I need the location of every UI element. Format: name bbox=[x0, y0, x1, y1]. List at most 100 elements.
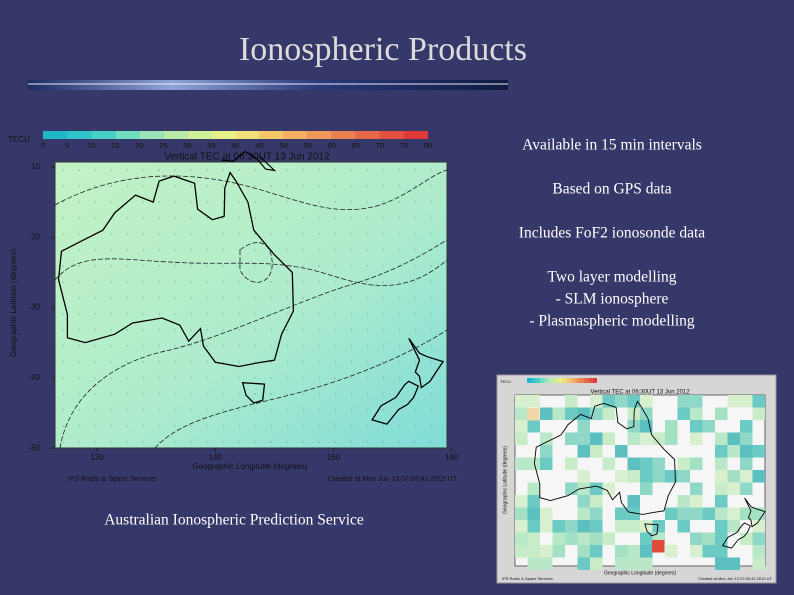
grid-dot bbox=[270, 361, 272, 363]
tec-cell-high bbox=[652, 540, 665, 553]
grid-dot bbox=[366, 169, 368, 171]
grid-dot bbox=[62, 345, 64, 347]
grid-dot bbox=[430, 361, 432, 363]
grid-dot bbox=[206, 441, 208, 443]
tec-cell bbox=[690, 482, 703, 495]
tec-cell bbox=[590, 495, 603, 508]
grid-dot bbox=[286, 185, 288, 187]
grid-dot bbox=[142, 233, 144, 235]
tec-cell bbox=[602, 432, 615, 445]
credit-left: IPS Radio & Space Services bbox=[68, 476, 157, 483]
grid-dot bbox=[350, 329, 352, 331]
tec-cell bbox=[602, 407, 615, 420]
grid-dot bbox=[414, 441, 416, 443]
grid-dot bbox=[366, 281, 368, 283]
grid-dot bbox=[222, 217, 224, 219]
grid-dot bbox=[126, 345, 128, 347]
tec-cell bbox=[665, 507, 678, 520]
grid-dot bbox=[62, 265, 64, 267]
grid-dot bbox=[174, 217, 176, 219]
tec-cell bbox=[715, 545, 728, 558]
grid-dot bbox=[430, 297, 432, 299]
tec-cell bbox=[752, 557, 765, 570]
tec-cell bbox=[740, 507, 753, 520]
tec-cell bbox=[577, 432, 590, 445]
colorbar-swatch bbox=[283, 131, 308, 139]
grid-dot bbox=[270, 281, 272, 283]
tec-cell bbox=[740, 470, 753, 483]
coastline bbox=[221, 150, 277, 172]
grid-dot bbox=[190, 201, 192, 203]
tec-cell bbox=[615, 395, 628, 408]
tec-cell bbox=[715, 557, 728, 570]
grid-dot bbox=[350, 409, 352, 411]
y-tick-label: -50 bbox=[28, 443, 40, 452]
tec-cell bbox=[540, 557, 553, 570]
grid-dot bbox=[382, 377, 384, 379]
coastline bbox=[721, 522, 751, 549]
contour-line bbox=[54, 169, 448, 211]
grid-dot bbox=[158, 265, 160, 267]
grid-dot bbox=[126, 361, 128, 363]
tec-cell bbox=[752, 545, 765, 558]
tec-cell bbox=[690, 407, 703, 420]
grid-dot bbox=[142, 297, 144, 299]
grid-dot bbox=[238, 249, 240, 251]
tec-cell bbox=[615, 445, 628, 458]
grid-dot bbox=[366, 377, 368, 379]
grid-dot bbox=[318, 361, 320, 363]
grid-dot bbox=[382, 297, 384, 299]
tec-cell bbox=[602, 532, 615, 545]
grid-dot bbox=[94, 201, 96, 203]
grid-dot bbox=[222, 409, 224, 411]
tec-cell bbox=[640, 532, 653, 545]
grid-dot bbox=[78, 425, 80, 427]
tec-cell bbox=[715, 495, 728, 508]
tec-cell bbox=[527, 545, 540, 558]
grid-dot bbox=[222, 185, 224, 187]
grid-dot bbox=[222, 441, 224, 443]
grid-dot bbox=[270, 297, 272, 299]
tec-cell bbox=[552, 532, 565, 545]
grid-dot bbox=[366, 297, 368, 299]
colorbar-swatch bbox=[307, 131, 332, 139]
tec-cell bbox=[615, 507, 628, 520]
grid-dot bbox=[206, 233, 208, 235]
grid-dot bbox=[110, 201, 112, 203]
grid-dot bbox=[62, 361, 64, 363]
grid-dot bbox=[126, 313, 128, 315]
grid-dot bbox=[94, 297, 96, 299]
tec-cell bbox=[715, 507, 728, 520]
grid-dot bbox=[350, 169, 352, 171]
tec-cell bbox=[515, 457, 528, 470]
credit-right: Created at Mon Jun 13 07:09:42 2012 UT bbox=[698, 576, 772, 581]
tec-cell bbox=[627, 395, 640, 408]
grid-dot bbox=[62, 217, 64, 219]
grid-dot bbox=[302, 329, 304, 331]
tec-cell bbox=[577, 407, 590, 420]
colorbar-tick-label: 20 bbox=[135, 141, 143, 150]
colorbar-swatch bbox=[139, 131, 164, 139]
grid-dot bbox=[222, 345, 224, 347]
tec-cell bbox=[702, 420, 715, 433]
grid-dot bbox=[62, 169, 64, 171]
grid-dot bbox=[190, 329, 192, 331]
grid-dot bbox=[110, 329, 112, 331]
colorbar-tick-label: 40 bbox=[231, 141, 239, 150]
grid-dot bbox=[110, 377, 112, 379]
grid-dot bbox=[398, 361, 400, 363]
grid-dot bbox=[302, 169, 304, 171]
grid-dot bbox=[382, 425, 384, 427]
grid-dot bbox=[206, 361, 208, 363]
grid-dot bbox=[350, 441, 352, 443]
grid-dot bbox=[302, 217, 304, 219]
grid-dot bbox=[126, 425, 128, 427]
tec-cell bbox=[627, 507, 640, 520]
grid-dot bbox=[302, 377, 304, 379]
grid-dot bbox=[142, 265, 144, 267]
grid-dot bbox=[78, 409, 80, 411]
grid-dot bbox=[62, 185, 64, 187]
colorbar-swatch bbox=[403, 131, 428, 139]
